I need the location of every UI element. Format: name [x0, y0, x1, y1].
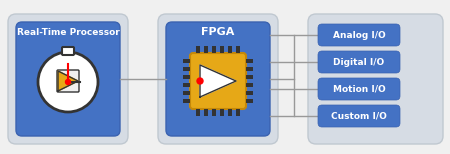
Bar: [183, 59, 190, 63]
Circle shape: [66, 79, 71, 85]
FancyBboxPatch shape: [318, 51, 400, 73]
Bar: [220, 46, 224, 53]
Bar: [246, 91, 253, 95]
Bar: [183, 67, 190, 71]
Bar: [246, 59, 253, 63]
Bar: [228, 46, 232, 53]
Bar: [183, 83, 190, 87]
Text: Custom I/O: Custom I/O: [331, 111, 387, 120]
Bar: [212, 46, 216, 53]
Bar: [220, 109, 224, 116]
Text: Analog I/O: Analog I/O: [333, 30, 385, 39]
Bar: [204, 46, 208, 53]
Text: Motion I/O: Motion I/O: [333, 85, 385, 93]
Bar: [236, 46, 240, 53]
FancyBboxPatch shape: [158, 14, 278, 144]
Text: Real-Time Processor: Real-Time Processor: [17, 28, 119, 36]
Bar: [246, 75, 253, 79]
Bar: [236, 109, 240, 116]
FancyBboxPatch shape: [318, 24, 400, 46]
Bar: [196, 46, 200, 53]
Polygon shape: [61, 73, 77, 89]
Circle shape: [197, 78, 203, 84]
Bar: [246, 67, 253, 71]
Circle shape: [38, 52, 98, 112]
Bar: [183, 99, 190, 103]
Bar: [196, 109, 200, 116]
FancyBboxPatch shape: [318, 105, 400, 127]
FancyBboxPatch shape: [16, 22, 120, 136]
FancyBboxPatch shape: [318, 78, 400, 100]
Bar: [183, 91, 190, 95]
Bar: [246, 83, 253, 87]
Text: Digital I/O: Digital I/O: [333, 57, 385, 67]
FancyBboxPatch shape: [8, 14, 128, 144]
Text: FPGA: FPGA: [201, 27, 235, 37]
Bar: [228, 109, 232, 116]
FancyBboxPatch shape: [166, 22, 270, 136]
FancyBboxPatch shape: [308, 14, 443, 144]
Polygon shape: [200, 65, 236, 97]
Bar: [204, 109, 208, 116]
Bar: [183, 75, 190, 79]
FancyBboxPatch shape: [62, 47, 74, 55]
Bar: [246, 99, 253, 103]
FancyBboxPatch shape: [57, 70, 79, 92]
Polygon shape: [58, 71, 78, 91]
Bar: [212, 109, 216, 116]
FancyBboxPatch shape: [190, 53, 246, 109]
